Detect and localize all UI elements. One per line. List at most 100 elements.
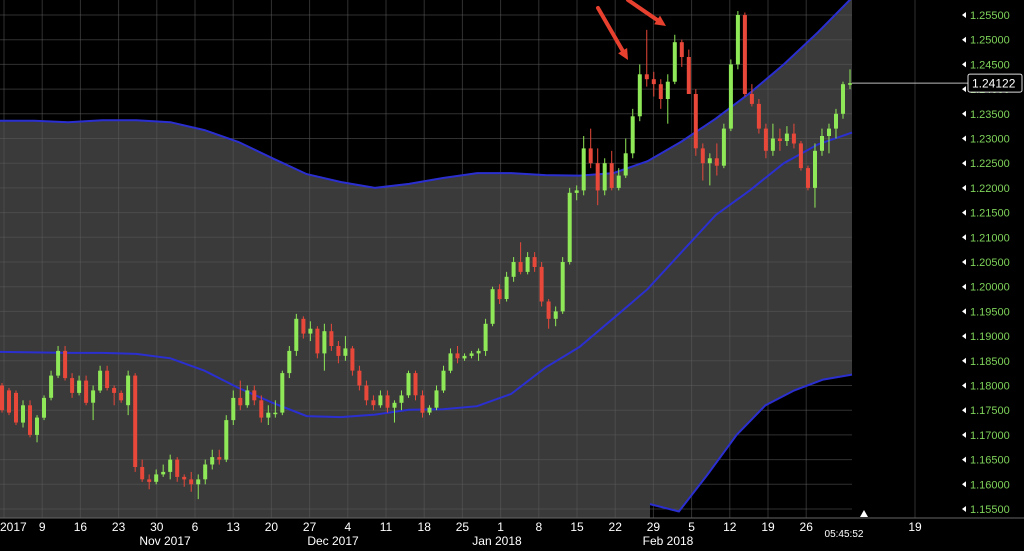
candle bbox=[630, 108, 635, 159]
candle bbox=[7, 387, 11, 416]
candle bbox=[406, 370, 411, 398]
candle-body bbox=[21, 405, 25, 423]
candle-body bbox=[686, 57, 691, 94]
candle bbox=[574, 185, 579, 201]
candle-body bbox=[791, 133, 796, 144]
candle-body bbox=[644, 74, 649, 80]
candle bbox=[0, 383, 4, 413]
candle bbox=[588, 128, 593, 169]
x-tick-label: 11 bbox=[380, 520, 393, 534]
candle-body bbox=[574, 190, 579, 193]
y-tick-label: 1.17500 bbox=[970, 405, 1010, 417]
candle-body bbox=[245, 390, 250, 406]
candle bbox=[511, 257, 516, 282]
candle-body bbox=[154, 474, 159, 482]
x-axis[interactable]: 2017 9 16 23 30 6 13 20 27 4 11 18 25 1 8 15 22 29 5 12 19 26… bbox=[0, 510, 1024, 548]
candle bbox=[231, 390, 236, 426]
candle-body bbox=[329, 331, 334, 346]
candle-body bbox=[189, 479, 194, 485]
candle bbox=[448, 348, 453, 374]
candle bbox=[581, 136, 586, 196]
candle-body bbox=[834, 113, 838, 129]
candle-body bbox=[42, 397, 46, 418]
candle bbox=[133, 373, 138, 472]
candle-body bbox=[841, 84, 845, 114]
candle-body bbox=[820, 136, 824, 151]
y-tick-marker bbox=[962, 234, 966, 241]
candle-body bbox=[14, 392, 18, 423]
candle-body bbox=[182, 476, 187, 480]
candle-body bbox=[700, 148, 705, 164]
candle bbox=[651, 71, 656, 97]
candle-body bbox=[357, 370, 362, 386]
y-tick-marker bbox=[962, 110, 966, 117]
candle bbox=[532, 252, 537, 272]
candle-body bbox=[252, 390, 257, 401]
candle bbox=[343, 336, 348, 361]
candle-body bbox=[49, 375, 54, 398]
annotation-arrow-shaft bbox=[596, 6, 625, 53]
candle bbox=[266, 405, 271, 426]
candle bbox=[280, 370, 285, 416]
candle-body bbox=[742, 15, 747, 94]
candle bbox=[679, 39, 684, 67]
x-month-label: Dec 2017 bbox=[307, 534, 359, 546]
candle-body bbox=[56, 350, 61, 376]
time-box bbox=[818, 526, 870, 540]
candle-body bbox=[735, 15, 740, 65]
y-tick-marker bbox=[962, 456, 966, 463]
candle bbox=[35, 415, 39, 443]
candle-body bbox=[623, 153, 628, 176]
candle-body bbox=[378, 395, 383, 406]
bollinger-middle-line bbox=[0, 131, 853, 419]
candle-body bbox=[476, 350, 481, 354]
candle-body bbox=[133, 375, 138, 467]
x-tick-label: 1 bbox=[497, 520, 504, 534]
bollinger-band-area bbox=[0, 0, 852, 518]
candle bbox=[154, 469, 159, 485]
candle-body bbox=[140, 467, 145, 480]
candle-body bbox=[63, 350, 68, 379]
candle bbox=[560, 257, 565, 314]
candle-body bbox=[539, 266, 544, 302]
candle-body bbox=[84, 380, 89, 403]
candle bbox=[21, 400, 25, 428]
candle bbox=[525, 252, 530, 275]
candle bbox=[490, 286, 495, 327]
candle-body bbox=[756, 103, 761, 129]
candle bbox=[238, 380, 243, 411]
candle-body bbox=[532, 257, 537, 267]
candle-body bbox=[294, 318, 299, 351]
candle-body bbox=[813, 150, 817, 188]
candle-body bbox=[560, 262, 565, 312]
candle-body bbox=[448, 353, 453, 371]
candle-body bbox=[126, 375, 131, 406]
candle bbox=[770, 123, 775, 156]
candle-body bbox=[721, 128, 726, 166]
y-axis[interactable]: 1.255001.250001.245001.240001.235001.230… bbox=[852, 10, 1023, 516]
candle-body bbox=[630, 116, 635, 154]
candle bbox=[119, 390, 124, 403]
candle bbox=[98, 365, 103, 393]
candle-body bbox=[315, 328, 320, 354]
x-tick-label: 23 bbox=[112, 520, 126, 534]
candle-body bbox=[28, 405, 32, 435]
y-tick-label: 1.19000 bbox=[970, 331, 1010, 343]
candle-body bbox=[301, 318, 306, 334]
candle-body bbox=[399, 395, 404, 403]
x-tick-label: 15 bbox=[570, 520, 584, 534]
candle-body bbox=[231, 397, 236, 421]
candle bbox=[77, 375, 82, 396]
y-tick-marker bbox=[962, 160, 966, 167]
x-tick-label: 5 bbox=[688, 520, 695, 534]
candle bbox=[567, 187, 572, 265]
candle-body bbox=[546, 301, 551, 319]
candle-body bbox=[595, 163, 600, 191]
candle-body bbox=[91, 390, 96, 403]
candle bbox=[147, 474, 152, 490]
y-tick-label: 1.25500 bbox=[970, 10, 1010, 22]
candle-body bbox=[511, 262, 516, 277]
y-tick-marker bbox=[962, 259, 966, 265]
